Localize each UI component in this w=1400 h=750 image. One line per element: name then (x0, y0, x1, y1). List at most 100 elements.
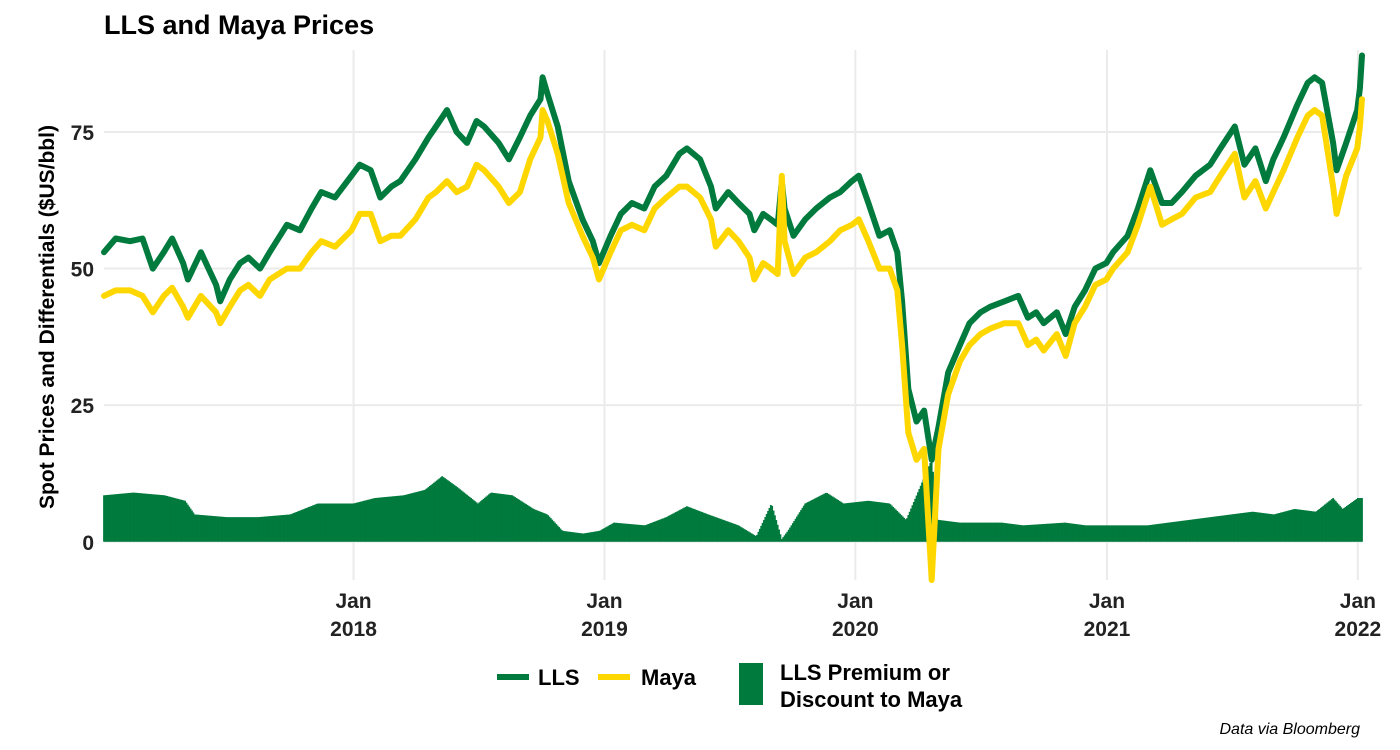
differential-bar (983, 522, 985, 542)
differential-bar (577, 532, 580, 542)
differential-bar (798, 512, 801, 542)
differential-bar (779, 534, 782, 542)
differential-bar (1308, 510, 1311, 542)
differential-bar (578, 533, 581, 542)
differential-bar (763, 519, 765, 542)
differential-bar (785, 533, 787, 542)
differential-bar (244, 517, 247, 542)
differential-bar (848, 502, 851, 542)
differential-bar (554, 522, 556, 542)
differential-bar (574, 532, 577, 542)
differential-bar (725, 521, 728, 542)
differential-bar (951, 521, 954, 542)
differential-bar (262, 516, 265, 542)
differential-bar (166, 496, 169, 542)
differential-bar (540, 511, 543, 542)
differential-bar (873, 501, 875, 542)
differential-bar (1227, 514, 1230, 542)
differential-bar (1351, 502, 1354, 542)
differential-bar (1339, 505, 1341, 542)
differential-bar (1179, 521, 1182, 542)
differential-bar (347, 503, 350, 542)
differential-bar (126, 493, 129, 542)
differential-bar (1230, 514, 1233, 542)
x-tick-label-year: 2018 (330, 618, 377, 641)
differential-bar (259, 516, 262, 542)
differential-bar (1186, 520, 1189, 542)
differential-bar (431, 483, 434, 542)
differential-bar (1178, 521, 1181, 542)
differential-bar (331, 503, 334, 542)
differential-bar (890, 505, 893, 542)
differential-bar (560, 530, 563, 542)
differential-bar (793, 520, 796, 542)
differential-bar (973, 522, 976, 542)
differential-bar (1057, 523, 1060, 542)
legend-label-differential: LLS Premium or (780, 660, 950, 685)
x-tick-label-year: 2020 (832, 618, 879, 641)
differential-bar (1130, 525, 1132, 542)
differential-bar (1157, 523, 1160, 542)
differential-bar (162, 495, 165, 542)
differential-bar (769, 504, 772, 542)
differential-bar (672, 513, 675, 542)
differential-bar (944, 520, 947, 542)
differential-bar (683, 507, 686, 542)
differential-bar (1099, 525, 1102, 542)
differential-bar (775, 520, 778, 542)
differential-bar (1009, 523, 1011, 542)
differential-bar (141, 493, 144, 542)
differential-bar (449, 482, 452, 542)
differential-bar (1049, 523, 1051, 542)
differential-bar (202, 515, 204, 542)
differential-bar (195, 514, 198, 542)
differential-bar (252, 517, 255, 542)
differential-bar (1128, 525, 1131, 542)
differential-bar (765, 513, 768, 542)
differential-bar (844, 503, 846, 542)
differential-bar (613, 522, 615, 542)
differential-bar (1340, 507, 1343, 542)
differential-bar (941, 520, 944, 542)
differential-bar (1183, 520, 1186, 542)
differential-bar (274, 515, 277, 542)
differential-bar (620, 523, 622, 542)
differential-bar (591, 532, 593, 542)
differential-bar (351, 503, 354, 542)
differential-bar (510, 495, 512, 542)
differential-bar (492, 492, 494, 542)
differential-bar (1237, 513, 1240, 542)
differential-bar (291, 513, 294, 542)
differential-bar (306, 507, 309, 542)
differential-bar (339, 503, 342, 542)
differential-bar (830, 495, 833, 542)
differential-bar (780, 539, 783, 542)
differential-bar (555, 524, 558, 542)
differential-bar (151, 494, 154, 542)
differential-bar (523, 503, 526, 542)
differential-bar (1315, 511, 1318, 542)
differential-bar (1246, 512, 1249, 542)
differential-bar (1087, 525, 1090, 542)
differential-bar (593, 531, 596, 542)
differential-bar (412, 492, 415, 542)
differential-bar (1082, 524, 1084, 542)
differential-bar (155, 494, 158, 542)
differential-bar (1161, 523, 1164, 542)
differential-bar (142, 493, 145, 542)
differential-bar (615, 522, 618, 542)
differential-bar (273, 515, 276, 542)
differential-bar (453, 485, 456, 542)
differential-bar (468, 496, 471, 542)
differential-bar (893, 508, 896, 542)
differential-bar (103, 495, 105, 542)
differential-bar (1135, 525, 1138, 542)
differential-bar (479, 501, 482, 542)
differential-bar (266, 516, 269, 542)
differential-bar (475, 502, 478, 542)
differential-bar (686, 506, 688, 542)
differential-bar (767, 510, 769, 542)
differential-bar (136, 492, 138, 542)
differential-bar (424, 489, 427, 542)
differential-bar (984, 522, 987, 542)
